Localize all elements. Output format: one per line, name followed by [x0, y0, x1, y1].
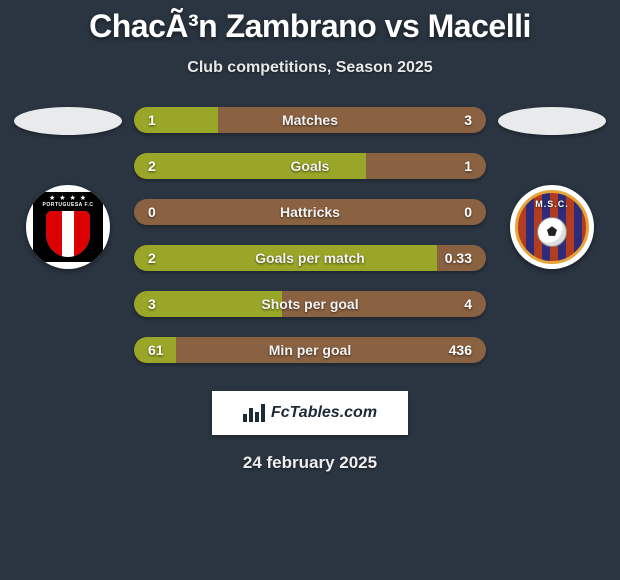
stat-right-value: 436: [449, 342, 472, 358]
stat-label: Matches: [282, 112, 338, 128]
left-player-column: ★ ★ ★ ★ PORTUGUESA F.C: [8, 107, 128, 269]
footer-date: 24 february 2025: [0, 453, 620, 473]
portuguesa-badge: ★ ★ ★ ★ PORTUGUESA F.C: [33, 192, 103, 262]
stat-left-value: 2: [148, 250, 156, 266]
stat-bar-fill: [134, 107, 218, 133]
stat-label: Shots per goal: [261, 296, 358, 312]
right-player-column: M.S.C.: [492, 107, 612, 269]
msc-badge: M.S.C.: [515, 190, 589, 264]
stat-right-value: 0: [464, 204, 472, 220]
stat-label: Min per goal: [269, 342, 351, 358]
left-club-badge: ★ ★ ★ ★ PORTUGUESA F.C: [26, 185, 110, 269]
stat-bar: 0 Hattricks 0: [134, 199, 486, 225]
stat-left-value: 61: [148, 342, 164, 358]
bar-chart-icon: [243, 404, 265, 422]
page-title: ChacÃ³n Zambrano vs Macelli: [0, 8, 620, 45]
content-row: ★ ★ ★ ★ PORTUGUESA F.C 1 Matches 3 2 Goals 1 0…: [0, 107, 620, 363]
stat-label: Goals: [291, 158, 330, 174]
stat-right-value: 0.33: [445, 250, 472, 266]
fctables-branding: FcTables.com: [212, 391, 408, 435]
stat-left-value: 1: [148, 112, 156, 128]
stat-right-value: 3: [464, 112, 472, 128]
stat-bar-fill: [134, 291, 282, 317]
stat-bar: 1 Matches 3: [134, 107, 486, 133]
stat-right-value: 1: [464, 158, 472, 174]
branding-text: FcTables.com: [271, 404, 377, 422]
stat-bar: 61 Min per goal 436: [134, 337, 486, 363]
stat-left-value: 3: [148, 296, 156, 312]
left-player-placeholder: [14, 107, 122, 135]
right-club-badge: M.S.C.: [510, 185, 594, 269]
page-subtitle: Club competitions, Season 2025: [0, 59, 620, 77]
stat-bar: 3 Shots per goal 4: [134, 291, 486, 317]
badge-stars-icon: ★ ★ ★ ★: [49, 194, 87, 202]
stat-bar: 2 Goals per match 0.33: [134, 245, 486, 271]
left-club-name: PORTUGUESA F.C: [43, 202, 94, 208]
soccer-ball-icon: [537, 217, 567, 247]
stat-label: Hattricks: [280, 204, 340, 220]
comparison-card: ChacÃ³n Zambrano vs Macelli Club competi…: [0, 0, 620, 580]
shield-icon: [46, 211, 90, 257]
stat-bar-fill: [134, 153, 366, 179]
right-club-name: M.S.C.: [535, 199, 569, 209]
stats-column: 1 Matches 3 2 Goals 1 0 Hattricks 0 2 Goals per ma…: [128, 107, 492, 363]
stat-left-value: 2: [148, 158, 156, 174]
stat-left-value: 0: [148, 204, 156, 220]
stat-bar: 2 Goals 1: [134, 153, 486, 179]
stat-label: Goals per match: [255, 250, 365, 266]
right-player-placeholder: [498, 107, 606, 135]
stat-right-value: 4: [464, 296, 472, 312]
